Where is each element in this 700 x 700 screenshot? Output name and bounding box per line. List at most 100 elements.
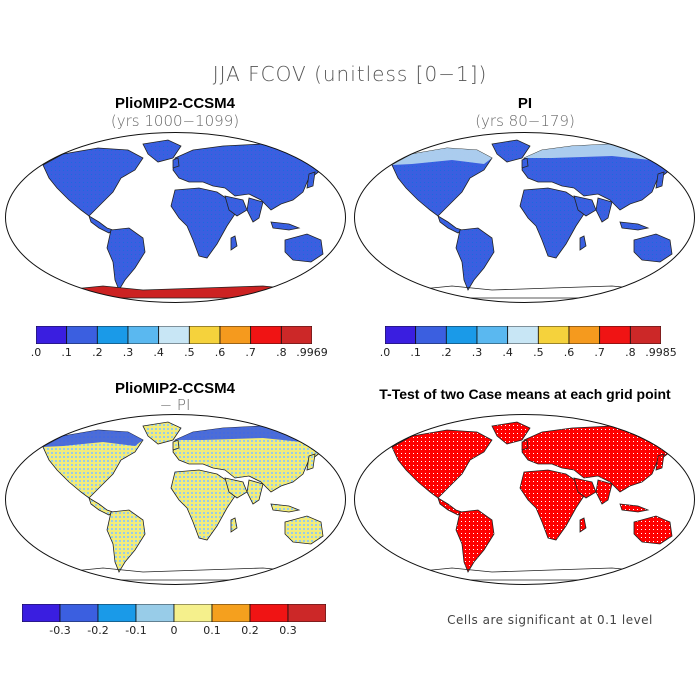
land-north-america <box>42 147 144 217</box>
colorbar-tick-label: .9969 <box>296 346 328 359</box>
colorbar-tick-label: .6 <box>563 346 575 359</box>
land-indonesia <box>619 503 650 513</box>
land-japan <box>306 171 316 189</box>
colorbar-swatch <box>629 326 661 344</box>
colorbar-tick-label: .2 <box>441 346 452 359</box>
land-australia <box>284 233 324 263</box>
colorbar-tick-label: .9985 <box>645 346 677 359</box>
colorbar-swatch <box>22 604 61 622</box>
colorbar-difference <box>22 604 326 622</box>
map-frame <box>5 132 346 303</box>
colorbar-tick-label: .2 <box>92 346 103 359</box>
land-australia <box>633 233 673 263</box>
colorbar-tick-label: .7 <box>245 346 256 359</box>
colorbar-labels-pliomip2: .0 .1 .2 .3 .4 .5 .6 .7 .8 .9969 <box>31 346 328 362</box>
colorbar-swatch <box>445 326 478 344</box>
land-greenland <box>142 421 182 445</box>
land-arabia <box>224 477 248 499</box>
colorbar-tick-label: -0.1 <box>125 624 147 637</box>
colorbar-tick-label: .8 <box>625 346 636 359</box>
land-africa <box>519 187 585 259</box>
colorbar-tick-label: .0 <box>30 346 42 359</box>
land-south-america <box>455 227 495 291</box>
colorbar-tick-label: .8 <box>276 346 287 359</box>
panel-title-tr: PI <box>517 95 533 112</box>
colorbar-swatch <box>66 326 98 344</box>
land-antarctica <box>62 285 304 299</box>
map-frame <box>5 414 346 585</box>
colorbar-swatch <box>96 326 129 344</box>
colorbar-tick-label: -0.3 <box>49 624 71 637</box>
colorbar-swatch <box>415 326 447 344</box>
land-central-america <box>88 215 114 234</box>
colorbar-tick-label: .3 <box>122 346 134 359</box>
land-antarctica <box>62 567 304 581</box>
colorbar-swatch <box>568 326 601 344</box>
arctic-band-americas <box>392 148 492 165</box>
colorbar-tick-label: 0 <box>170 624 178 637</box>
colorbar-swatch <box>188 326 221 344</box>
colorbar-tick-label: .0 <box>379 346 391 359</box>
land-africa <box>170 187 236 259</box>
land-central-america <box>437 215 463 234</box>
land-antarctica <box>411 285 653 299</box>
land-arabia <box>573 195 597 217</box>
land-india <box>595 479 613 505</box>
colorbar-tick-label: .5 <box>184 346 195 359</box>
map-frame <box>354 132 695 303</box>
land-india <box>246 197 264 223</box>
colorbar-tick-label: -0.2 <box>87 624 109 637</box>
land-indonesia <box>619 221 650 231</box>
map-panel-difference <box>5 414 346 585</box>
panel-subtitle-bl: − PI <box>159 396 191 414</box>
colorbar-swatch <box>59 604 99 622</box>
colorbar-swatch <box>158 326 190 344</box>
land-greenland <box>491 421 531 445</box>
colorbar-swatch <box>385 326 417 344</box>
panel-subtitle-tr: (yrs 80−179) <box>475 112 575 130</box>
land-eurasia <box>172 425 334 493</box>
land-greenland <box>491 139 531 163</box>
figure-title: JJA FCOV (unitless [0−1]) <box>212 62 488 86</box>
significance-note: Cells are significant at 0.1 level <box>447 613 653 627</box>
land-india <box>246 479 264 505</box>
colorbar-swatch <box>211 604 251 622</box>
land-antarctica <box>411 567 653 581</box>
land-indonesia <box>270 221 301 231</box>
land-uk <box>172 157 180 169</box>
colorbar-swatch <box>507 326 539 344</box>
land-eurasia <box>521 425 683 493</box>
colorbar-tick-label: .4 <box>153 346 164 359</box>
land-australia <box>633 515 673 545</box>
land-central-america <box>437 497 463 516</box>
land-madagascar <box>579 235 587 251</box>
colorbar-swatch <box>599 326 631 344</box>
map-panel-pliomip2 <box>5 132 346 303</box>
colorbar-pliomip2 <box>36 326 312 344</box>
colorbar-tick-label: 0.3 <box>279 624 297 637</box>
colorbar-tick-label: 0.2 <box>241 624 259 637</box>
colorbar-pi <box>385 326 661 344</box>
land-australia <box>284 515 324 545</box>
colorbar-swatch <box>135 604 175 622</box>
colorbar-tick-label: .3 <box>471 346 483 359</box>
colorbar-swatch <box>249 604 289 622</box>
colorbar-swatch <box>173 604 213 622</box>
land-japan <box>655 171 665 189</box>
colorbar-tick-label: .5 <box>533 346 544 359</box>
colorbar-tick-label: .1 <box>410 346 421 359</box>
land-africa <box>519 469 585 541</box>
map-panel-ttest <box>354 414 695 585</box>
land-south-america <box>455 509 495 573</box>
land-madagascar <box>230 517 238 533</box>
colorbar-tick-label: .7 <box>594 346 605 359</box>
colorbar-swatch <box>127 326 160 344</box>
colorbar-swatch <box>537 326 570 344</box>
arctic-band-americas <box>43 430 143 447</box>
colorbar-swatch <box>280 326 312 344</box>
colorbar-swatch <box>250 326 282 344</box>
land-uk <box>521 439 529 451</box>
colorbar-swatch <box>476 326 509 344</box>
land-north-america <box>391 429 493 499</box>
land-eurasia <box>172 143 334 211</box>
